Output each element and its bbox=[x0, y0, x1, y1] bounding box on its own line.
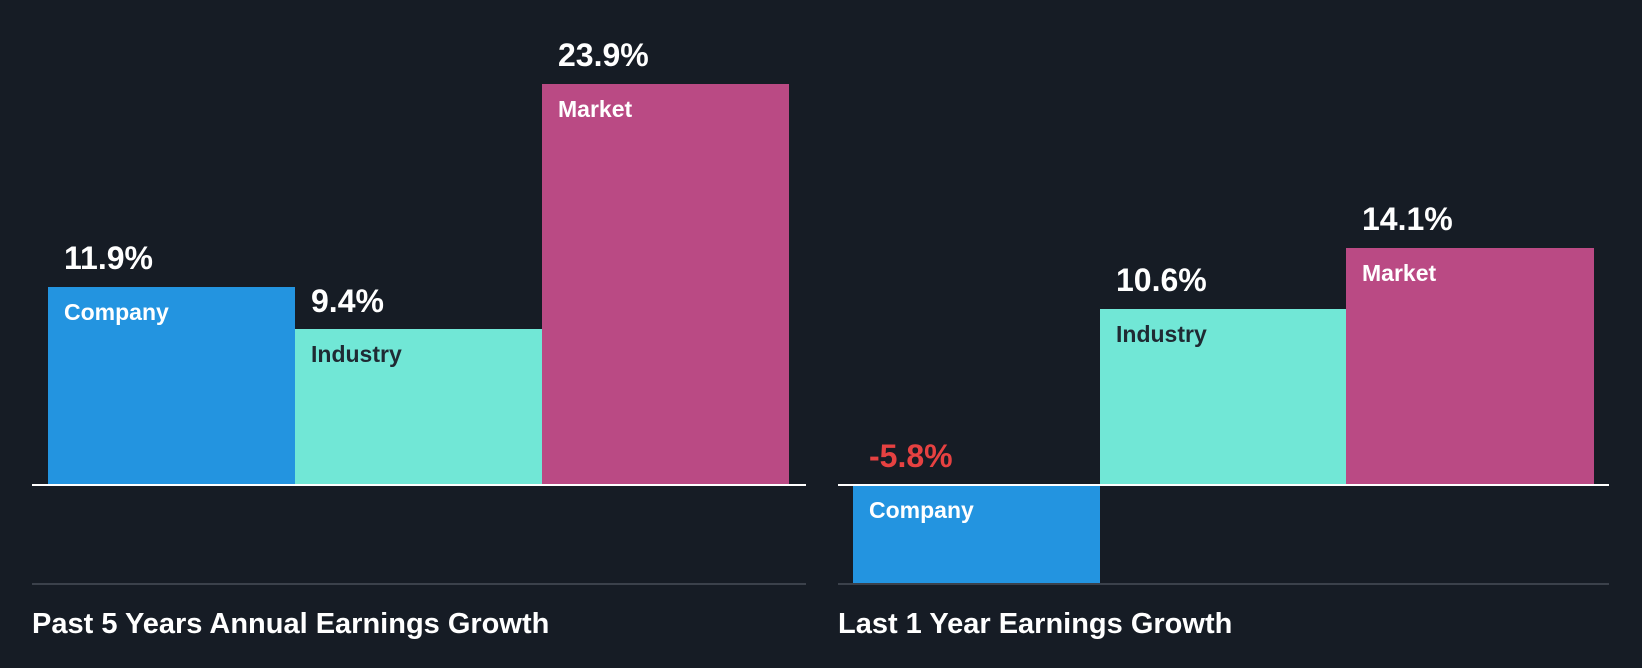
value-label: 11.9% bbox=[64, 240, 153, 276]
panel-divider bbox=[838, 583, 1609, 585]
bar-label: Company bbox=[869, 497, 974, 523]
bar-market: Market bbox=[542, 84, 789, 485]
chart-title: Past 5 Years Annual Earnings Growth bbox=[32, 608, 550, 640]
value-label: 23.9% bbox=[558, 37, 649, 73]
zero-baseline bbox=[838, 484, 1609, 486]
bar-label: Industry bbox=[311, 341, 402, 367]
value-label-negative: -5.8% bbox=[869, 438, 953, 474]
value-label: 9.4% bbox=[311, 283, 384, 319]
bar-label: Market bbox=[558, 96, 633, 122]
bar-company: Company bbox=[853, 485, 1100, 584]
bar-market: Market bbox=[1346, 248, 1594, 485]
zero-baseline bbox=[32, 484, 806, 486]
chart-title: Last 1 Year Earnings Growth bbox=[838, 608, 1233, 640]
bar-label: Market bbox=[1362, 260, 1437, 286]
bar-industry: Industry bbox=[295, 329, 542, 485]
bar-label: Industry bbox=[1116, 321, 1207, 347]
bar-company: Company bbox=[48, 287, 295, 485]
value-label: 10.6% bbox=[1116, 262, 1207, 298]
value-label: 14.1% bbox=[1362, 201, 1453, 237]
panel-divider bbox=[32, 583, 806, 585]
bar-industry: Industry bbox=[1100, 309, 1346, 485]
bar-label: Company bbox=[64, 299, 169, 325]
